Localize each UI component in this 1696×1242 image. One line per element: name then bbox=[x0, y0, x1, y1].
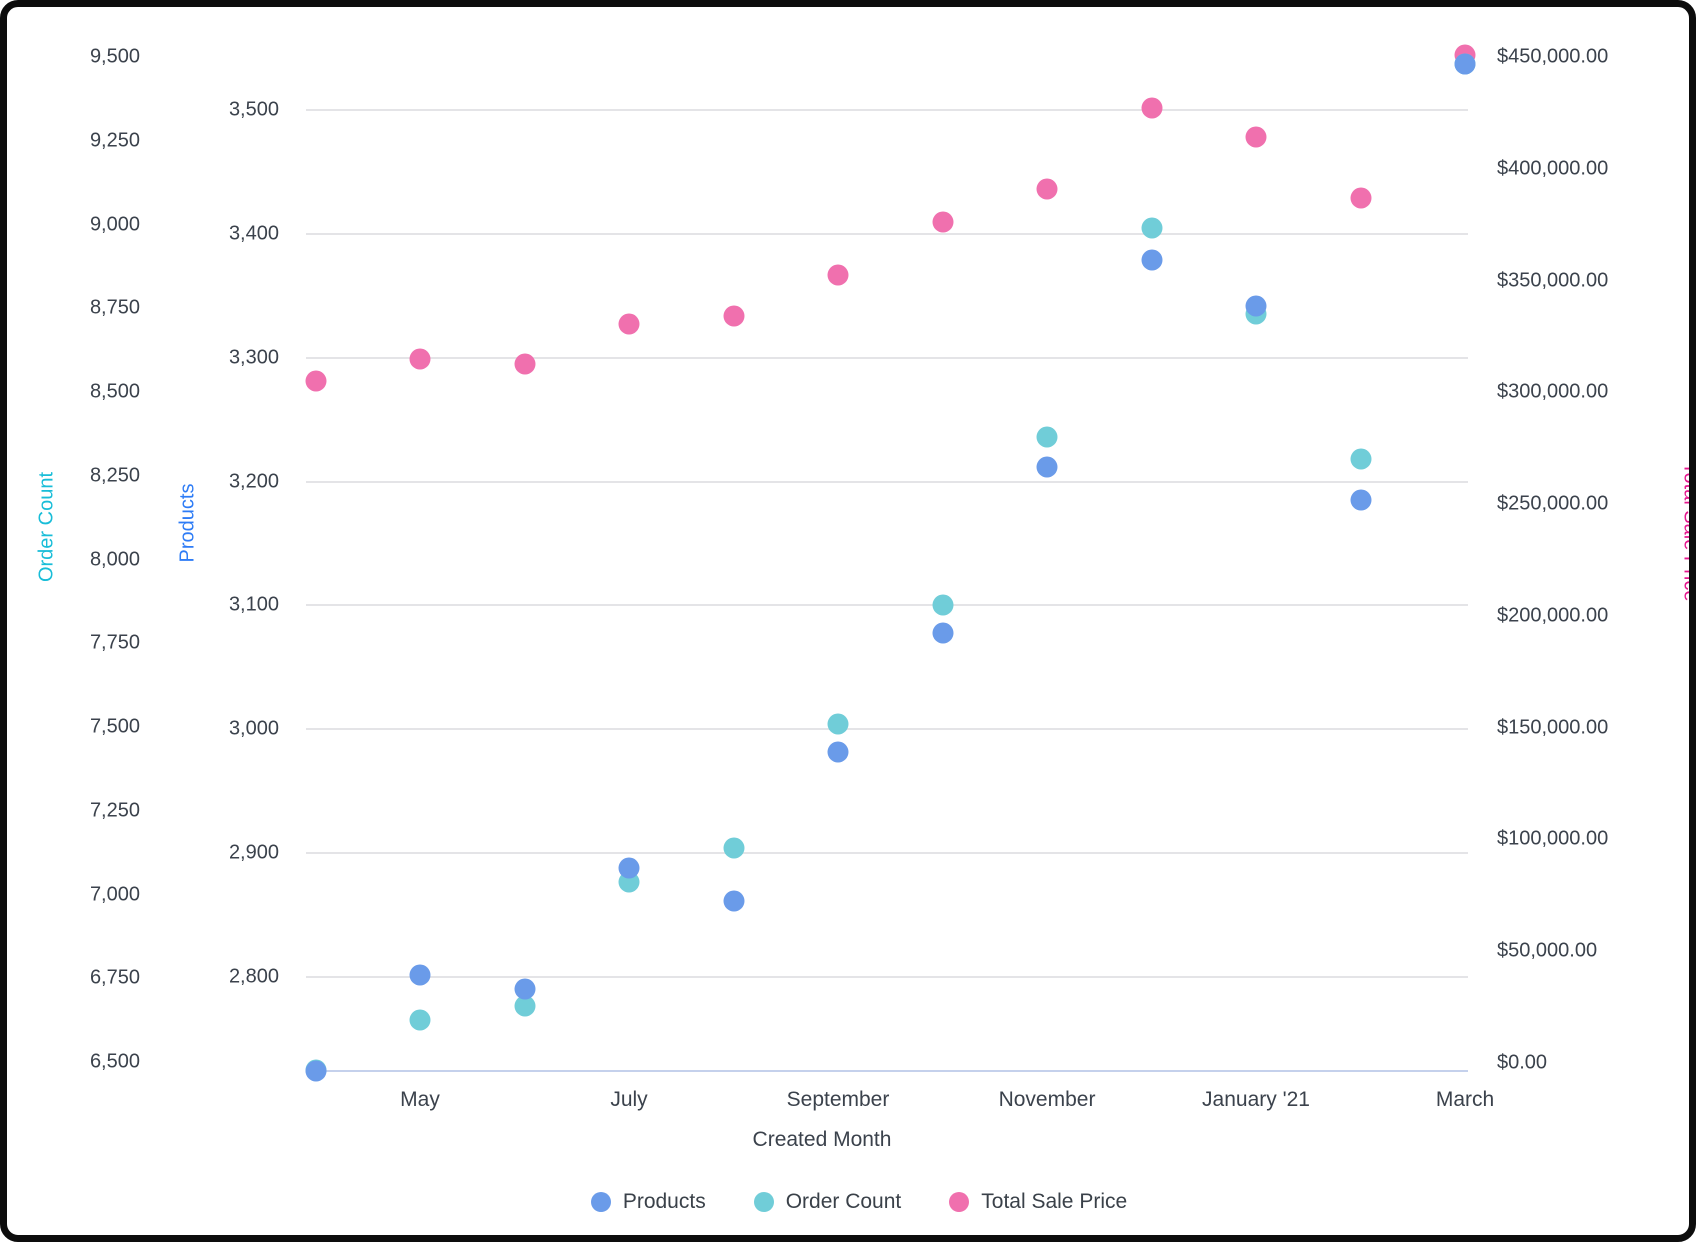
products-tick: 3,500 bbox=[228, 98, 279, 121]
order-count-tick: 8,250 bbox=[89, 464, 140, 487]
data-point-order-count[interactable] bbox=[827, 713, 849, 735]
legend-dot bbox=[753, 1192, 774, 1212]
order-count-tick: 8,000 bbox=[89, 548, 140, 570]
x-axis-title: Created Month bbox=[752, 1128, 892, 1151]
order-count-tick: 7,000 bbox=[89, 883, 140, 905]
data-point-total-sale-price[interactable] bbox=[409, 348, 431, 370]
data-point-products[interactable] bbox=[305, 1060, 326, 1082]
data-point-total-sale-price[interactable] bbox=[514, 353, 535, 375]
data-point-total-sale-price[interactable] bbox=[305, 370, 326, 392]
total-sale-price-tick: $400,000.00 bbox=[1497, 157, 1609, 180]
scatter-chart: Order Count Products Total Sale Price 6,… bbox=[7, 7, 1689, 1235]
products-tick: 2,900 bbox=[228, 841, 279, 864]
data-point-total-sale-price[interactable] bbox=[1036, 178, 1058, 200]
data-point-products[interactable] bbox=[618, 857, 640, 879]
data-point-total-sale-price[interactable] bbox=[618, 313, 640, 335]
data-point-total-sale-price[interactable] bbox=[827, 264, 849, 286]
gridline bbox=[306, 109, 1468, 111]
data-point-total-sale-price[interactable] bbox=[1141, 97, 1162, 119]
total-sale-price-tick: $0.00 bbox=[1497, 1051, 1548, 1074]
products-tick: 3,100 bbox=[228, 593, 279, 616]
total-sale-price-tick: $150,000.00 bbox=[1497, 716, 1609, 739]
order-count-tick: 7,250 bbox=[89, 799, 140, 822]
data-point-products[interactable] bbox=[932, 622, 953, 644]
legend-item-products[interactable]: Products bbox=[590, 1190, 706, 1214]
legend-dot bbox=[949, 1192, 970, 1212]
month-tick: March bbox=[1435, 1088, 1495, 1111]
data-point-products[interactable] bbox=[514, 978, 535, 1000]
products-tick: 3,400 bbox=[228, 222, 279, 245]
gridline bbox=[306, 232, 1468, 235]
products-tick: 3,200 bbox=[228, 470, 279, 493]
order-count-tick: 9,250 bbox=[89, 129, 140, 152]
data-point-products[interactable] bbox=[1350, 489, 1371, 511]
order-count-tick: 8,750 bbox=[89, 296, 140, 319]
data-point-products[interactable] bbox=[409, 964, 431, 986]
total-sale-price-tick: $100,000.00 bbox=[1497, 827, 1609, 850]
order-count-tick: 7,500 bbox=[89, 715, 140, 738]
month-tick: September bbox=[786, 1088, 890, 1111]
data-point-total-sale-price[interactable] bbox=[723, 305, 744, 327]
legend-dot bbox=[590, 1192, 611, 1212]
data-point-order-count[interactable] bbox=[932, 594, 953, 616]
order-count-tick: 8,500 bbox=[89, 380, 140, 403]
x-axis-line bbox=[306, 1070, 1468, 1072]
month-tick: May bbox=[400, 1088, 440, 1111]
products-tick: 3,300 bbox=[228, 346, 279, 369]
legend-item-total-sale-price[interactable]: Total Sale Price bbox=[949, 1190, 1127, 1214]
legend: Products Order Count Total Sale Price bbox=[7, 1190, 1689, 1214]
gridline bbox=[306, 728, 1468, 731]
order-count-tick: 7,750 bbox=[89, 631, 140, 654]
gridline bbox=[306, 604, 1468, 607]
data-point-products[interactable] bbox=[1141, 249, 1162, 271]
month-tick: January '21 bbox=[1202, 1088, 1310, 1111]
products-tick: 2,800 bbox=[228, 965, 279, 988]
order-count-axis-title: Order Count bbox=[35, 471, 58, 583]
products-tick: 3,000 bbox=[228, 717, 279, 740]
total-sale-price-tick: $350,000.00 bbox=[1497, 269, 1609, 292]
month-tick: November bbox=[998, 1088, 1096, 1111]
data-point-order-count[interactable] bbox=[409, 1009, 431, 1031]
data-point-order-count[interactable] bbox=[1036, 426, 1058, 448]
gridline bbox=[306, 356, 1468, 359]
data-point-products[interactable] bbox=[1245, 295, 1267, 317]
total-sale-price-tick: $250,000.00 bbox=[1497, 492, 1609, 515]
total-sale-price-axis-title: Total Sale Price bbox=[1679, 462, 1696, 602]
data-point-order-count[interactable] bbox=[514, 995, 535, 1017]
data-point-total-sale-price[interactable] bbox=[1350, 187, 1371, 209]
total-sale-price-tick: $50,000.00 bbox=[1497, 939, 1598, 962]
total-sale-price-tick: $450,000.00 bbox=[1497, 45, 1609, 68]
gridline bbox=[306, 480, 1468, 483]
data-point-products[interactable] bbox=[1036, 456, 1058, 478]
legend-label: Products bbox=[622, 1190, 706, 1213]
order-count-tick: 9,000 bbox=[89, 213, 140, 235]
total-sale-price-tick: $200,000.00 bbox=[1497, 604, 1609, 627]
legend-label: Total Sale Price bbox=[981, 1190, 1128, 1213]
data-point-order-count[interactable] bbox=[1350, 448, 1371, 470]
legend-item-order-count[interactable]: Order Count bbox=[753, 1190, 902, 1214]
data-point-total-sale-price[interactable] bbox=[932, 211, 953, 233]
products-axis-title: Products bbox=[176, 483, 199, 563]
order-count-tick: 9,500 bbox=[89, 45, 140, 68]
legend-label: Order Count bbox=[785, 1190, 902, 1213]
data-point-products[interactable] bbox=[827, 741, 849, 763]
total-sale-price-tick: $300,000.00 bbox=[1497, 380, 1609, 403]
gridline bbox=[306, 975, 1468, 978]
data-point-order-count[interactable] bbox=[723, 837, 744, 859]
order-count-tick: 6,750 bbox=[89, 966, 140, 989]
gridline bbox=[306, 852, 1468, 855]
data-point-products[interactable] bbox=[1454, 53, 1476, 75]
month-tick: July bbox=[610, 1088, 648, 1111]
data-point-products[interactable] bbox=[723, 890, 744, 912]
order-count-tick: 6,500 bbox=[89, 1050, 140, 1073]
data-point-order-count[interactable] bbox=[1141, 217, 1162, 239]
data-point-total-sale-price[interactable] bbox=[1245, 126, 1267, 148]
